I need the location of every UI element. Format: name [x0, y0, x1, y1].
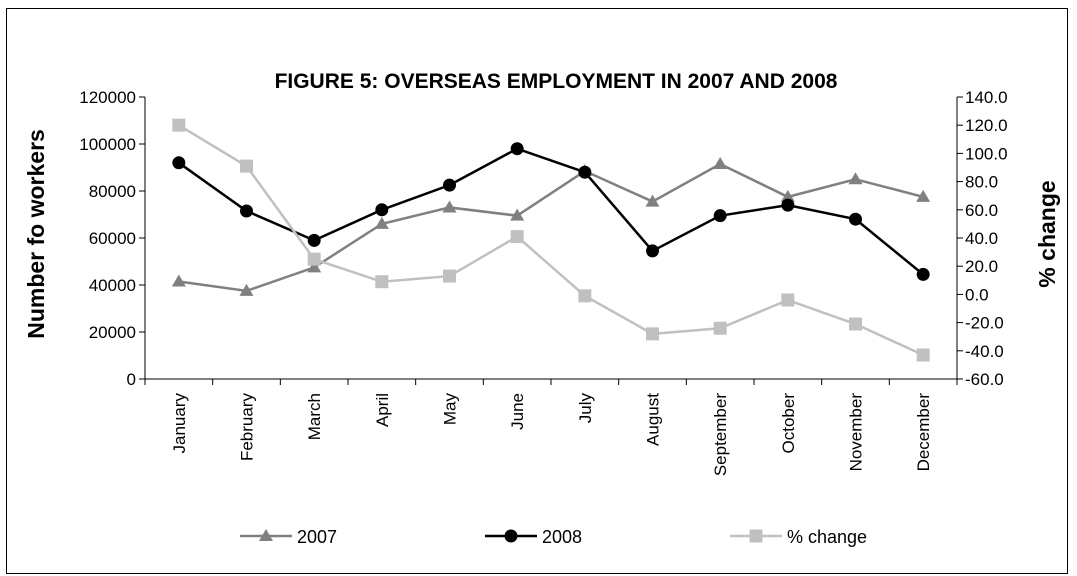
data-point [916, 189, 931, 202]
data-point [849, 212, 862, 226]
data-point [646, 244, 659, 258]
y2-tick-label: 0.0 [965, 285, 989, 304]
y-tick-label: 60000 [89, 229, 136, 248]
chart-frame [6, 8, 1068, 574]
data-point [443, 178, 456, 192]
series-1 [172, 142, 930, 281]
data-point [713, 209, 727, 223]
chart-title: FIGURE 5: OVERSEAS EMPLOYMENT IN 2007 AN… [275, 70, 838, 93]
data-point [510, 142, 524, 156]
x-tick-label: July [576, 393, 595, 424]
data-point [172, 156, 186, 170]
y-tick-label: 100000 [79, 135, 136, 154]
legend-label: 2008 [542, 527, 582, 547]
data-point [916, 348, 930, 362]
y-tick-label: 80000 [89, 182, 136, 201]
x-tick-label: September [711, 393, 730, 476]
data-point [240, 204, 253, 218]
data-point [781, 293, 795, 307]
y-tick-label: 20000 [89, 323, 136, 342]
data-point [713, 156, 728, 169]
x-tick-label: November [847, 393, 866, 472]
legend: 2007 2008 % change [240, 527, 867, 547]
series-layer [171, 118, 931, 362]
y2-tick-label: 140.0 [965, 88, 1008, 107]
data-point [239, 283, 254, 296]
data-point [916, 267, 930, 281]
y2-tick-label: 120.0 [965, 116, 1008, 135]
data-point [510, 208, 525, 221]
data-point [849, 317, 862, 331]
y-tick-label: 120000 [79, 88, 136, 107]
x-tick-label: January [170, 393, 189, 454]
data-point [374, 216, 389, 229]
x-tick-label: December [914, 393, 933, 472]
x-tick-label: August [644, 393, 663, 446]
axes: 0 20000 40000 60000 80000 100000 120000 -60.0 -4… [79, 88, 1007, 476]
x-tick-label: October [779, 393, 798, 454]
y2-tick-label: 80.0 [965, 173, 998, 192]
data-point [172, 118, 186, 132]
y-tick-label: 0 [127, 370, 136, 389]
series-line [178, 162, 924, 293]
x-tick-label: February [238, 393, 257, 462]
data-point [645, 194, 660, 207]
series-0 [171, 156, 931, 296]
data-point [646, 327, 659, 341]
legend-item: 2007 [240, 527, 337, 547]
legend-label: 2007 [297, 527, 337, 547]
data-point [171, 274, 186, 287]
data-point [578, 165, 592, 179]
data-point [307, 252, 321, 266]
data-point [713, 321, 727, 335]
data-point [375, 203, 389, 217]
data-point [307, 233, 321, 247]
y2-tick-label: -20.0 [965, 314, 1004, 333]
legend-item: % change [730, 527, 867, 547]
y2-axis-title: % change [1034, 180, 1060, 287]
data-point [375, 275, 389, 289]
legend-item: 2008 [485, 527, 582, 547]
y2-tick-label: -60.0 [965, 370, 1004, 389]
data-point [780, 189, 795, 202]
x-tick-label: June [508, 393, 527, 430]
y2-tick-label: 100.0 [965, 144, 1008, 163]
y2-tick-label: 40.0 [965, 229, 998, 248]
series-line [178, 147, 924, 276]
data-point [307, 260, 322, 273]
x-tick-label: May [441, 393, 460, 426]
legend-marker [749, 529, 763, 543]
legend-label: % change [787, 527, 867, 547]
series-2 [172, 118, 930, 362]
data-point [443, 269, 456, 283]
x-tick-label: April [373, 393, 392, 427]
x-tick-label: March [305, 393, 324, 440]
data-point [240, 159, 253, 173]
y2-tick-label: -40.0 [965, 342, 1004, 361]
data-point [848, 172, 863, 185]
y2-tick-label: 60.0 [965, 201, 998, 220]
legend-marker [504, 529, 518, 543]
data-point [510, 230, 524, 244]
data-point [442, 200, 457, 213]
y-tick-label: 40000 [89, 276, 136, 295]
y2-tick-label: 20.0 [965, 257, 998, 276]
series-line [178, 124, 924, 357]
y-axis-title: Number fo workers [23, 129, 49, 339]
data-point [578, 289, 592, 303]
legend-marker [259, 529, 273, 541]
data-point [781, 198, 795, 212]
